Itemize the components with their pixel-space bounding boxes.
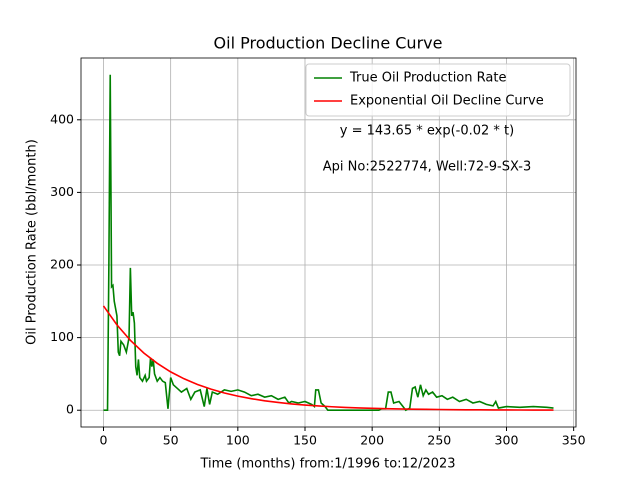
legend-label: True Oil Production Rate	[349, 71, 506, 86]
y-tick-label: 0	[66, 402, 74, 417]
legend-box	[305, 63, 571, 117]
y-tick-label: 200	[50, 257, 74, 272]
x-tick-label: 0	[100, 433, 108, 448]
y-axis-label: Oil Production Rate (bbl/month)	[25, 139, 40, 345]
annotation: y = 143.65 * exp(-0.02 * t)	[340, 124, 514, 139]
x-tick-label: 350	[562, 433, 586, 448]
data-line	[103, 74, 554, 412]
data-line	[102, 305, 554, 411]
annotation: Api No:2522774, Well:72-9-SX-3	[323, 160, 531, 175]
y-tick-label: 300	[50, 184, 74, 199]
x-tick-label: 50	[163, 433, 179, 448]
x-axis-label: Time (months) from:1/1996 to:12/2023	[199, 457, 455, 472]
y-tick-label: 400	[50, 111, 74, 126]
x-tick-label: 300	[495, 433, 519, 448]
y-tick-label: 100	[50, 329, 74, 344]
x-tick-label: 150	[293, 433, 317, 448]
x-tick-label: 250	[427, 433, 451, 448]
plot-frame	[80, 57, 577, 428]
chart-title: Oil Production Decline Curve	[214, 34, 443, 53]
x-tick-label: 100	[226, 433, 250, 448]
x-tick-label: 200	[360, 433, 384, 448]
legend-label: Exponential Oil Decline Curve	[350, 94, 544, 109]
